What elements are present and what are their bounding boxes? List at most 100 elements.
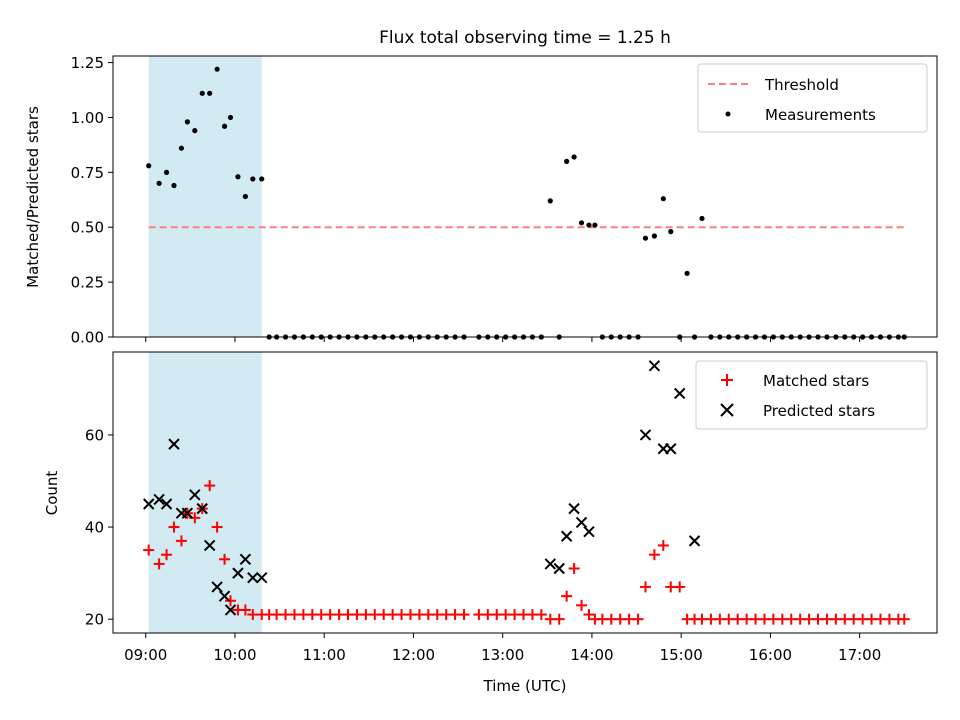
predicted-star-point xyxy=(568,502,580,515)
bottom-ytick-label: 20 xyxy=(85,611,104,629)
predicted-star-point xyxy=(142,498,155,510)
bottom-ytick-label: 60 xyxy=(85,426,104,444)
measurement-point xyxy=(668,229,674,235)
predicted-star-point xyxy=(583,525,595,538)
matched-star-point xyxy=(204,480,216,492)
bottom-ytick-label: 40 xyxy=(85,519,104,537)
xtick-label: 16:00 xyxy=(749,646,792,664)
measurement-point xyxy=(242,193,248,200)
count-panel: 20 40 60 09:00 10:00 11:00 12:00 13:00 14:00 15:… xyxy=(43,351,938,695)
x-axis-label: Time (UTC) xyxy=(483,677,567,695)
measurement-point xyxy=(199,90,205,96)
predicted-star-point xyxy=(211,581,223,593)
measurement-point xyxy=(250,176,256,182)
predicted-star-point xyxy=(232,567,244,579)
matched-star-point xyxy=(657,539,669,551)
measurement-point xyxy=(146,163,152,169)
measurement-point xyxy=(207,90,213,96)
predicted-star-point xyxy=(153,493,165,506)
measurement-point xyxy=(214,66,220,72)
matched-star-point xyxy=(639,581,651,593)
measurement-point xyxy=(547,198,553,204)
matched-star-point xyxy=(168,521,180,533)
matched-star-point xyxy=(225,595,237,607)
measurement-point xyxy=(564,158,570,164)
xtick-label: 15:00 xyxy=(660,646,703,664)
measurement-point xyxy=(235,174,241,180)
legend-measurements-swatch xyxy=(725,111,731,117)
predicted-star-point xyxy=(648,360,661,372)
predicted-star-point xyxy=(639,429,652,441)
predicted-star-point xyxy=(160,498,173,510)
predicted-star-point xyxy=(560,530,573,542)
measurement-point xyxy=(660,196,666,202)
matched-star-point xyxy=(576,599,588,611)
measurement-point xyxy=(578,220,585,226)
matched-star-point xyxy=(898,613,910,625)
xtick-label: 14:00 xyxy=(570,646,613,664)
matched-star-point xyxy=(648,549,660,561)
measurement-point xyxy=(642,235,649,241)
matched-star-point xyxy=(175,535,187,547)
top-axes-frame xyxy=(112,55,938,338)
matched-star-point xyxy=(153,558,165,570)
predicted-star-point xyxy=(247,572,259,584)
legend-predicted-label: Predicted stars xyxy=(763,402,875,420)
measurement-point xyxy=(227,114,234,121)
top-ytick-label: 1.25 xyxy=(71,54,104,72)
xtick-label: 10:00 xyxy=(213,646,256,664)
top-ytick-label: 1.00 xyxy=(71,109,104,127)
xtick-label: 13:00 xyxy=(481,646,524,664)
measurement-point xyxy=(651,233,658,239)
matched-star-point xyxy=(143,544,155,556)
legend-predicted-swatch xyxy=(720,403,734,417)
top-ytick-label: 0.50 xyxy=(71,219,104,237)
predicted-star-point xyxy=(544,558,556,570)
predicted-star-point xyxy=(665,443,677,455)
xtick-label: 12:00 xyxy=(392,646,435,664)
top-ytick-label: 0.00 xyxy=(71,329,104,347)
predicted-star-point xyxy=(168,438,180,450)
xtick-label: 09:00 xyxy=(124,646,167,664)
legend-measurements-label: Measurements xyxy=(765,106,876,124)
top-ytick-label: 0.25 xyxy=(71,274,104,292)
top-legend: Threshold Measurements xyxy=(697,63,928,133)
predicted-star-point xyxy=(256,572,268,584)
measurement-point xyxy=(163,169,170,175)
predicted-star-point xyxy=(575,516,588,529)
predicted-star-point xyxy=(224,604,237,616)
measurement-point xyxy=(171,182,177,189)
predicted-star-point xyxy=(239,553,252,566)
xtick-label: 17:00 xyxy=(838,646,881,664)
matched-star-point xyxy=(553,613,565,625)
ratio-panel: Flux total observing time = 1.25 h 0.00 0… xyxy=(24,28,938,347)
legend-matched-label: Matched stars xyxy=(763,372,869,390)
matched-star-point xyxy=(674,581,686,593)
bottom-y-axis-label: Count xyxy=(43,471,61,516)
matched-star-point xyxy=(161,549,173,561)
matched-star-point xyxy=(211,521,223,533)
measurement-point xyxy=(156,180,162,186)
matched-star-point xyxy=(568,563,580,575)
predicted-star-point xyxy=(553,562,565,575)
predicted-star-point xyxy=(218,590,231,602)
matched-star-point xyxy=(458,609,470,621)
measurement-point xyxy=(259,176,265,182)
top-ytick-label: 0.75 xyxy=(71,164,104,182)
predicted-star-point xyxy=(196,502,208,515)
matched-star-point xyxy=(535,609,547,621)
top-y-axis-label: Matched/Predicted stars xyxy=(24,106,42,288)
measurement-point xyxy=(192,128,198,134)
measurement-point xyxy=(592,222,598,228)
matched-star-point xyxy=(583,609,595,621)
predicted-star-point xyxy=(688,535,701,547)
measurement-point xyxy=(684,270,690,276)
matched-star-point xyxy=(561,590,573,602)
chart-title: Flux total observing time = 1.25 h xyxy=(379,28,671,48)
measurement-point xyxy=(699,215,705,222)
predicted-star-point xyxy=(189,489,201,501)
matched-star-point xyxy=(632,613,644,625)
bottom-axes-frame xyxy=(112,351,938,634)
xtick-label: 11:00 xyxy=(303,646,346,664)
